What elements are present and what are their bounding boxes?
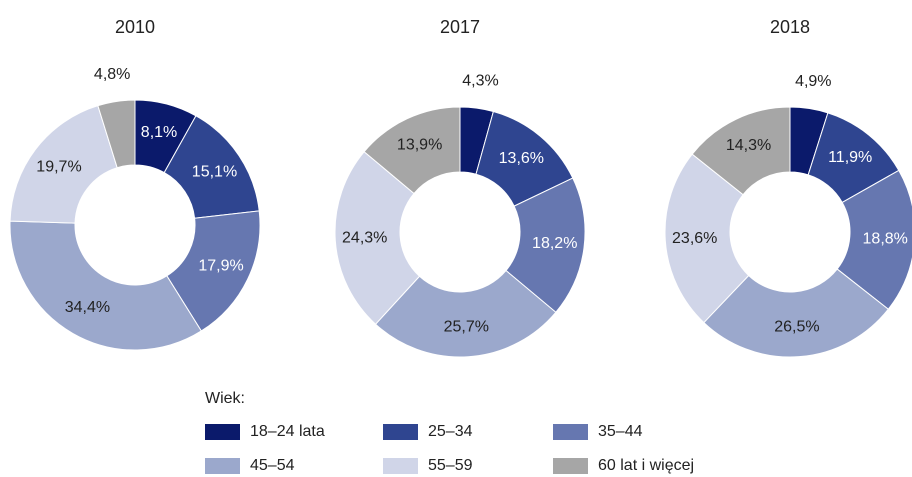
legend-title: Wiek: — [205, 390, 245, 407]
data-label: 18,2% — [532, 235, 577, 252]
donut-slice — [836, 169, 912, 310]
legend-swatch — [383, 424, 418, 440]
data-label: 23,6% — [672, 230, 717, 247]
data-label: 11,9% — [828, 149, 872, 166]
donut-slice — [664, 153, 750, 324]
data-label: 15,1% — [192, 163, 237, 180]
legend-swatch — [205, 458, 240, 474]
data-label: 14,3% — [726, 137, 771, 154]
legend-label: 55–59 — [428, 457, 473, 474]
donut-slice — [505, 177, 586, 313]
donut-slice — [363, 106, 461, 195]
donut-slice — [334, 151, 421, 325]
data-label: 4,3% — [462, 73, 498, 90]
data-label: 26,5% — [774, 318, 819, 335]
data-label: 18,8% — [863, 230, 908, 247]
legend-label: 60 lat i więcej — [598, 457, 694, 474]
donut-slice — [691, 106, 791, 196]
data-label: 34,4% — [65, 299, 110, 316]
data-label: 17,9% — [198, 258, 243, 275]
data-label: 19,7% — [36, 158, 81, 175]
donut-slice — [166, 210, 261, 332]
donut-slice — [9, 220, 203, 351]
data-label: 13,9% — [397, 137, 442, 154]
donut-slice — [9, 105, 118, 224]
data-label: 13,6% — [499, 150, 544, 167]
donut-slice — [374, 269, 557, 358]
chart-title: 2017 — [440, 17, 480, 37]
legend-swatch — [383, 458, 418, 474]
chart-title: 2010 — [115, 17, 155, 37]
legend-label: 45–54 — [250, 457, 295, 474]
chart-title: 2018 — [770, 17, 810, 37]
donut-slice — [97, 99, 136, 169]
data-label: 8,1% — [141, 124, 177, 141]
legend-label: 25–34 — [428, 423, 473, 440]
data-label: 4,9% — [795, 73, 831, 90]
legend-label: 35–44 — [598, 423, 643, 440]
donut-slice — [703, 268, 889, 358]
data-label: 4,8% — [94, 66, 130, 83]
legend-label: 18–24 lata — [250, 423, 325, 440]
legend-swatch — [553, 458, 588, 474]
legend-swatch — [205, 424, 240, 440]
data-label: 24,3% — [342, 230, 387, 247]
data-label: 25,7% — [444, 319, 489, 336]
legend-swatch — [553, 424, 588, 440]
